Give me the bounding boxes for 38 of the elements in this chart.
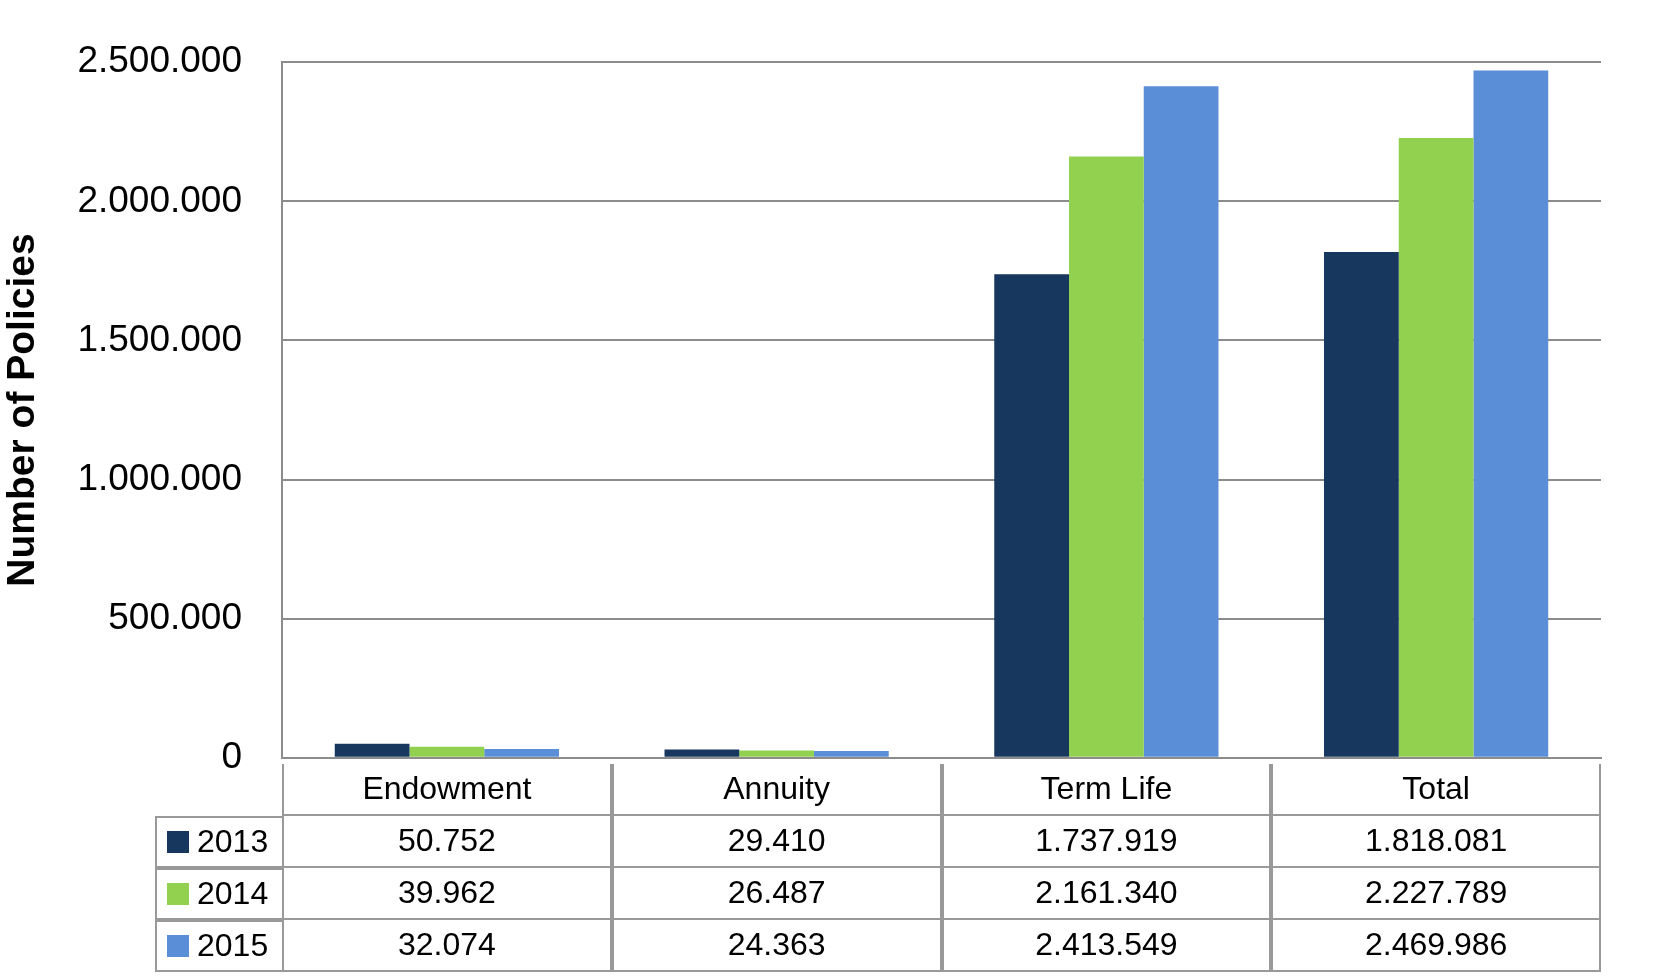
bar bbox=[814, 751, 889, 757]
bar bbox=[484, 748, 559, 757]
data-label: 1.737.919 bbox=[1035, 822, 1178, 860]
data-label: 24.363 bbox=[727, 926, 826, 964]
x-tick-label: Annuity bbox=[723, 770, 830, 808]
legend-label: 2014 bbox=[197, 875, 269, 913]
bar bbox=[994, 274, 1069, 757]
data-label: 29.410 bbox=[727, 822, 826, 860]
y-axis-title: Number of Policies bbox=[0, 233, 43, 587]
bar bbox=[1324, 251, 1399, 757]
x-tick-label: Term Life bbox=[1040, 770, 1173, 808]
bar bbox=[664, 749, 740, 757]
data-label: 1.818.081 bbox=[1364, 822, 1508, 860]
bar bbox=[739, 750, 814, 757]
bar bbox=[1069, 156, 1144, 757]
bar bbox=[1473, 70, 1549, 757]
x-tick-label: Total bbox=[1402, 770, 1470, 808]
legend-label: 2013 bbox=[197, 823, 269, 861]
y-tick-label: 1.000.000 bbox=[77, 456, 242, 498]
y-tick-label: 0 bbox=[221, 735, 242, 776]
data-label: 2.469.986 bbox=[1364, 926, 1508, 964]
y-tick-label: 2.000.000 bbox=[77, 178, 242, 220]
data-label: 2.227.789 bbox=[1364, 874, 1508, 912]
data-label: 2.413.549 bbox=[1035, 926, 1178, 964]
data-label: 32.074 bbox=[397, 926, 496, 964]
data-label: 26.487 bbox=[727, 874, 826, 912]
bar bbox=[409, 746, 485, 757]
data-label: 2.161.340 bbox=[1035, 874, 1178, 912]
data-label: 39.962 bbox=[397, 874, 496, 912]
bar bbox=[1398, 137, 1474, 757]
legend-label: 2015 bbox=[197, 927, 269, 965]
x-tick-label: Endowment bbox=[362, 770, 532, 808]
data-label: 50.752 bbox=[397, 822, 496, 860]
y-tick-label: 1.500.000 bbox=[77, 317, 242, 359]
y-tick-label: 2.500.000 bbox=[77, 39, 242, 81]
bar bbox=[334, 743, 410, 757]
y-tick-label: 500.000 bbox=[108, 595, 242, 637]
bar bbox=[1143, 86, 1219, 757]
